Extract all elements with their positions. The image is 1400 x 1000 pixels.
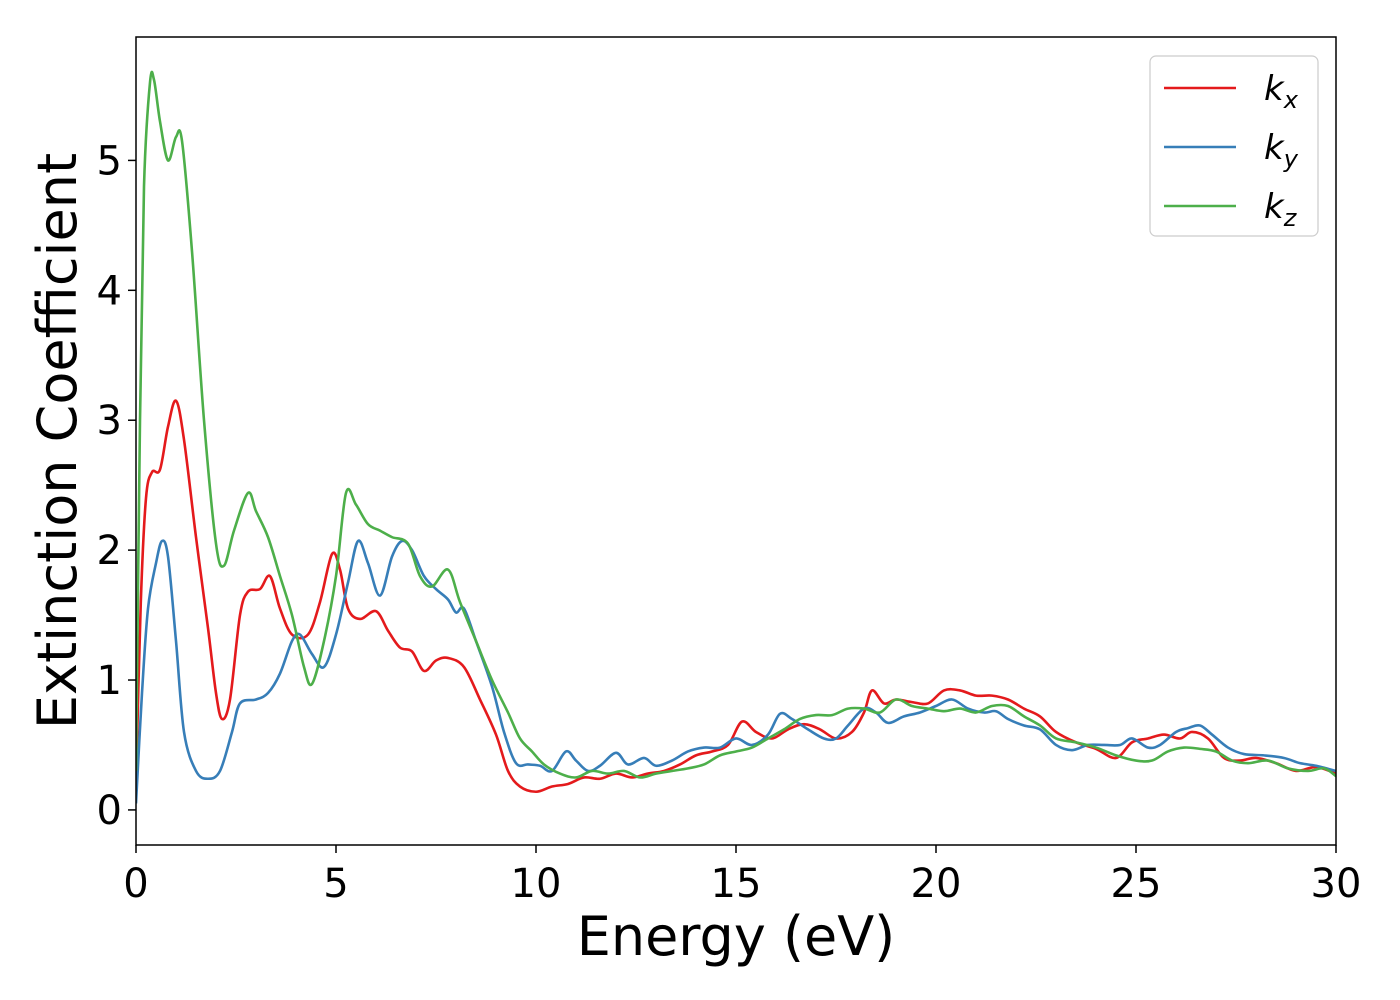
x-tick-label: 25 [1111,861,1162,907]
y-tick-label: 2 [97,528,122,574]
series-line-ky [136,539,1336,804]
x-axis-title: Energy (eV) [577,905,896,968]
y-tick-label: 4 [97,268,122,314]
y-tick-label: 3 [97,398,122,444]
series-line-kz [136,70,1336,779]
y-axis-ticks: 0 1 2 3 4 5 [97,138,136,834]
series-line-kx [136,399,1336,794]
x-axis-ticks: 0 5 10 15 20 25 30 [123,845,1361,907]
x-tick-label: 15 [711,861,762,907]
x-tick-label: 0 [123,861,148,907]
legend-label-kx: kx [1264,69,1299,114]
plot-area [136,70,1336,804]
x-tick-label: 5 [323,861,348,907]
y-axis-title: Extinction Coefficient [26,153,89,729]
axes-frame [135,36,1337,846]
legend: kx ky kz [1149,55,1319,237]
y-tick-label: 0 [97,788,122,834]
legend-label-kz: kz [1264,187,1298,232]
y-tick-label: 5 [97,138,122,184]
legend-label-ky: ky [1264,128,1299,173]
x-tick-label: 20 [911,861,962,907]
y-tick-label: 1 [97,658,122,704]
x-tick-label: 10 [511,861,562,907]
x-tick-label: 30 [1311,861,1362,907]
